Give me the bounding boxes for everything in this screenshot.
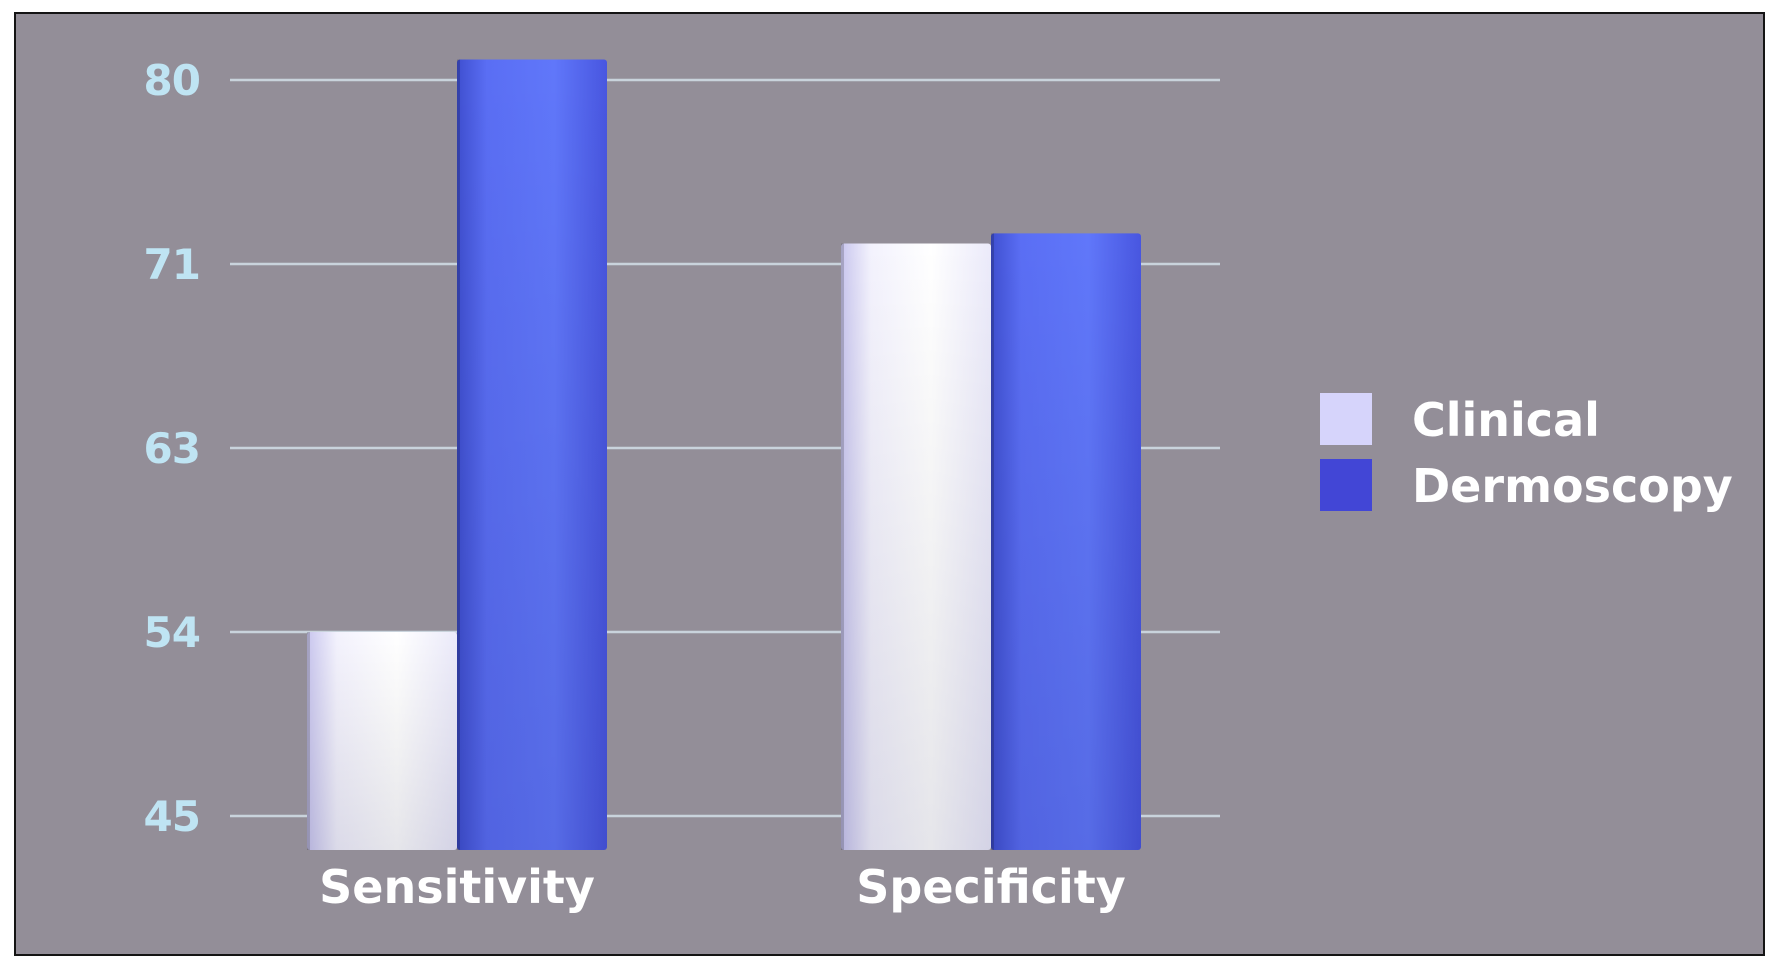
bar-shade bbox=[457, 59, 607, 851]
bar-edge bbox=[991, 233, 994, 851]
bars bbox=[307, 59, 1141, 851]
y-tick-label: 45 bbox=[144, 792, 200, 841]
legend: Clinical Dermoscopy bbox=[1320, 393, 1733, 513]
y-axis-tick-labels: 45 54 63 71 80 bbox=[144, 56, 201, 841]
legend-label: Clinical bbox=[1412, 393, 1600, 447]
y-tick-label: 63 bbox=[144, 424, 200, 473]
bar-clinical-sensitivity bbox=[307, 632, 457, 850]
y-tick-label: 80 bbox=[144, 56, 200, 105]
bar-edge bbox=[307, 632, 310, 850]
bar-shade bbox=[841, 243, 991, 851]
bar-edge bbox=[457, 59, 460, 851]
bar-dermoscopy-sensitivity bbox=[457, 59, 607, 851]
legend-swatch bbox=[1320, 459, 1372, 511]
legend-item-clinical: Clinical bbox=[1320, 393, 1600, 447]
bar-dermoscopy-specificity bbox=[991, 233, 1141, 851]
legend-label: Dermoscopy bbox=[1412, 459, 1733, 513]
x-axis-category-labels: Sensitivity Specificity bbox=[319, 860, 1126, 914]
x-category-label: Sensitivity bbox=[319, 860, 595, 914]
bar-clinical-specificity bbox=[841, 243, 991, 851]
y-tick-label: 71 bbox=[144, 240, 200, 289]
bar-shade bbox=[991, 233, 1141, 851]
legend-item-dermoscopy: Dermoscopy bbox=[1320, 459, 1733, 513]
x-category-label: Specificity bbox=[856, 860, 1125, 914]
y-tick-label: 54 bbox=[144, 608, 200, 657]
bar-shade bbox=[307, 632, 457, 850]
bar-edge bbox=[841, 243, 844, 851]
legend-swatch bbox=[1320, 393, 1372, 445]
